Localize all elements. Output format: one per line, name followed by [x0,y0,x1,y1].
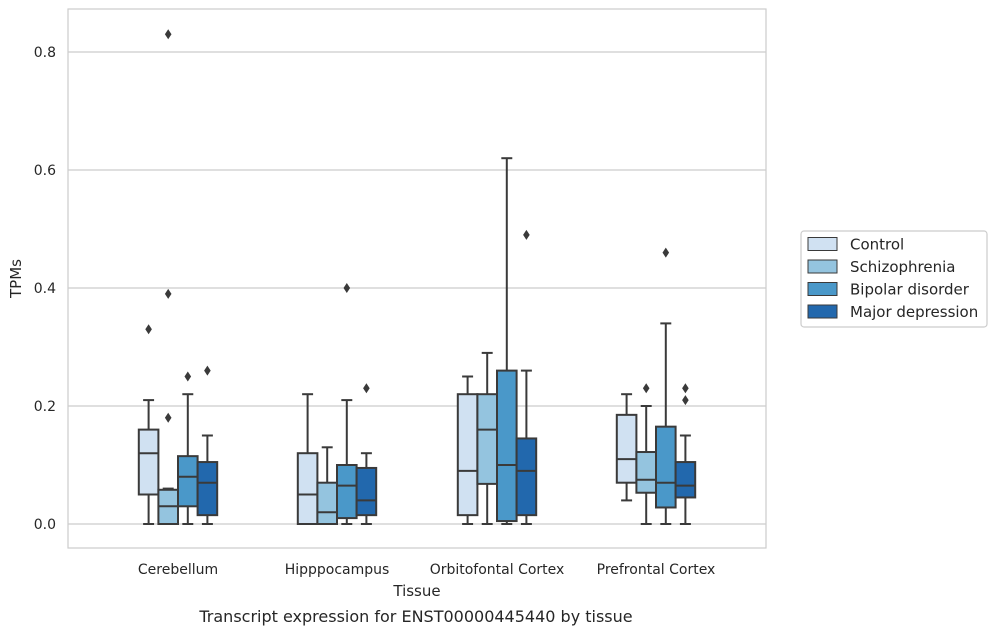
outlier-point [145,324,152,335]
box-iqr [316,481,338,526]
outlier-point [642,383,650,394]
outlier-point [184,371,192,382]
outlier-point [164,29,172,40]
box-iqr [615,413,638,484]
box-bipolar-disorder [655,247,677,525]
legend-swatch [807,282,838,296]
box-iqr [296,452,319,526]
y-tick-label: 0.6 [34,163,56,179]
legend-swatch [807,304,838,319]
box-schizophrenia [476,351,498,525]
box-schizophrenia [635,383,658,525]
box-major-depression [515,229,538,525]
outlier-point [343,283,351,293]
box-control [137,324,160,525]
legend-swatch [807,259,838,274]
box-iqr [177,455,199,508]
legend-frame [800,230,988,328]
box-bipolar-disorder [177,371,199,525]
box-schizophrenia [316,446,338,526]
y-tick-label: 0.4 [34,281,56,297]
box-control [456,375,479,525]
box-iqr [515,437,538,517]
figure-caption: Transcript expression for ENST0000044544… [198,607,632,626]
box-iqr [456,393,479,517]
box-iqr [355,466,378,517]
box-major-depression [674,383,697,525]
outlier-point [682,395,689,406]
outlier-point [363,383,370,394]
legend-swatch [807,237,838,251]
x-tick-label: Prefrontal Cortex [597,562,716,578]
box-iqr [476,393,498,485]
legend-label: Control [850,236,904,254]
outlier-point [523,229,530,240]
x-tick-label: Orbitofontal Cortex [430,562,565,578]
box-iqr [137,428,160,496]
outlier-point [662,247,670,258]
box-iqr [196,461,219,517]
legend: Control Schizophrenia Bipolar disorder Majo… [800,230,988,328]
legend-label: Bipolar disorder [850,281,970,299]
box-iqr [635,451,658,494]
y-axis-label: TPMs [7,259,25,299]
box-iqr [336,464,358,520]
y-tick-labels: 0.0 0.2 0.4 0.6 0.8 [34,45,56,533]
box-bipolar-disorder [496,157,518,525]
outlier-point [682,383,689,394]
box-marks [137,29,697,526]
x-tick-label: Hipppocampus [285,562,390,578]
legend-label: Schizophrenia [850,258,955,276]
x-tick-label: Cerebellum [138,562,218,578]
box-major-depression [355,383,378,525]
box-bipolar-disorder [336,283,358,525]
outlier-point [164,412,172,423]
box-major-depression [196,365,219,525]
x-tick-labels: Cerebellum Hipppocampus Orbitofontal Corte… [138,562,715,578]
box-schizophrenia [157,29,179,525]
legend-label: Major depression [850,303,978,321]
box-iqr [496,369,518,523]
y-tick-label: 0.0 [34,517,56,533]
plot-frame [67,8,767,549]
box-control [615,393,638,502]
y-tick-label: 0.2 [34,399,56,415]
box-iqr [655,425,677,509]
outlier-point [164,288,172,299]
y-tick-label: 0.8 [34,45,56,61]
outlier-point [204,365,211,376]
box-control [296,393,319,526]
x-axis-label: Tissue [392,582,440,600]
box-iqr [674,461,697,499]
